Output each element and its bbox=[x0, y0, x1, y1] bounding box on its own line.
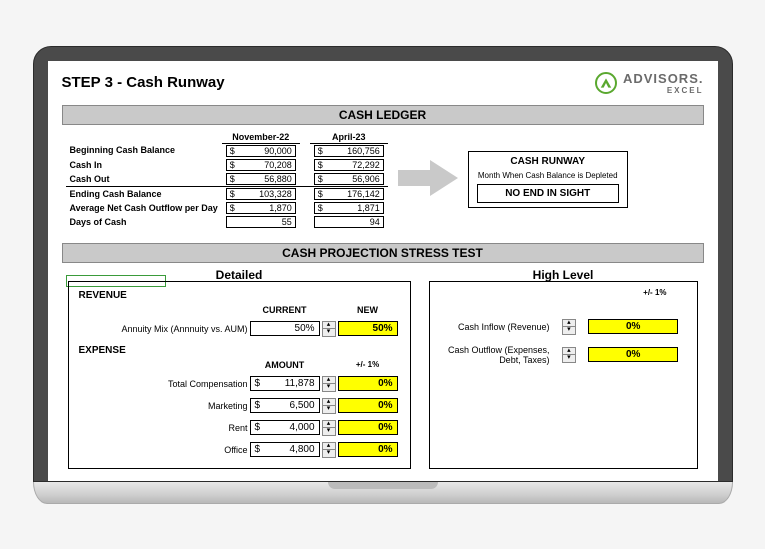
hl-outflow-stepper[interactable]: ▴▾ bbox=[562, 347, 576, 363]
ledger-cell: $90,000 bbox=[226, 145, 296, 157]
cash-ledger-heading: CASH LEDGER bbox=[62, 105, 704, 125]
ledger-cell: $103,328 bbox=[226, 188, 296, 200]
chevron-down-icon[interactable]: ▾ bbox=[323, 329, 335, 336]
page-title: STEP 3 - Cash Runway bbox=[62, 74, 225, 91]
annuity-stepper[interactable]: ▴▾ bbox=[322, 321, 336, 337]
chevron-down-icon[interactable]: ▾ bbox=[563, 355, 575, 362]
laptop-bezel: STEP 3 - Cash Runway ADVISORS. EXCEL CAS… bbox=[33, 46, 733, 482]
laptop-base bbox=[33, 482, 733, 504]
brand-name: ADVISORS bbox=[623, 71, 699, 86]
highlevel-panel: High Level +/- 1% Cash Inflow (Revenue) … bbox=[429, 281, 698, 469]
chevron-down-icon[interactable]: ▾ bbox=[323, 406, 335, 413]
hl-inflow-stepper[interactable]: ▴▾ bbox=[562, 319, 576, 335]
pm1-label-hl: +/- 1% bbox=[440, 288, 667, 297]
exp-rent-stepper[interactable]: ▴▾ bbox=[322, 420, 336, 436]
exp-rent-label: Rent bbox=[79, 423, 248, 433]
exp-mkt-amt[interactable]: $6,500 bbox=[250, 398, 320, 413]
exp-mkt-pct: 0% bbox=[338, 398, 398, 413]
hl-inflow-label: Cash Inflow (Revenue) bbox=[440, 322, 550, 332]
chevron-down-icon[interactable]: ▾ bbox=[323, 428, 335, 435]
ledger-table: November-22 April-23 Beginning Cash Bala… bbox=[66, 131, 388, 229]
annuity-new: 50% bbox=[338, 321, 398, 336]
ledger-cell: $1,871 bbox=[314, 202, 384, 214]
ledger-col2: April-23 bbox=[310, 131, 388, 144]
ledger-row-label: Cash In bbox=[66, 158, 222, 172]
chevron-down-icon[interactable]: ▾ bbox=[563, 327, 575, 334]
ledger-cell: $1,870 bbox=[226, 202, 296, 214]
exp-comp-amt[interactable]: $11,878 bbox=[250, 376, 320, 391]
ledger-row-label: Average Net Cash Outflow per Day bbox=[66, 201, 222, 215]
annuity-current[interactable]: 50% bbox=[250, 321, 320, 336]
hl-outflow-label: Cash Outflow (Expenses, Debt, Taxes) bbox=[440, 345, 550, 365]
arrow-right-icon bbox=[398, 158, 458, 201]
brand-mark-icon bbox=[595, 72, 617, 94]
exp-rent-pct: 0% bbox=[338, 420, 398, 435]
ledger-row-label: Beginning Cash Balance bbox=[66, 143, 222, 158]
exp-comp-label: Total Compensation bbox=[79, 379, 248, 389]
laptop-mockup: STEP 3 - Cash Runway ADVISORS. EXCEL CAS… bbox=[33, 46, 733, 504]
exp-rent-amt[interactable]: $4,000 bbox=[250, 420, 320, 435]
runway-value: NO END IN SIGHT bbox=[477, 184, 619, 203]
chevron-down-icon[interactable]: ▾ bbox=[323, 450, 335, 457]
exp-comp-stepper[interactable]: ▴▾ bbox=[322, 376, 336, 392]
current-label: CURRENT bbox=[250, 305, 320, 315]
exp-mkt-stepper[interactable]: ▴▾ bbox=[322, 398, 336, 414]
detailed-panel: Detailed REVENUE CURRENT NEW Annuity Mix… bbox=[68, 281, 411, 469]
exp-mkt-label: Marketing bbox=[79, 401, 248, 411]
exp-comp-pct: 0% bbox=[338, 376, 398, 391]
ledger-cell: 55 bbox=[226, 216, 296, 228]
ledger-row-label: Ending Cash Balance bbox=[66, 186, 222, 201]
pm1-label: +/- 1% bbox=[338, 360, 398, 369]
ledger-row-label: Days of Cash bbox=[66, 215, 222, 229]
annuity-label: Annuity Mix (Annnuity vs. AUM) bbox=[79, 324, 248, 334]
exp-office-stepper[interactable]: ▴▾ bbox=[322, 442, 336, 458]
cash-runway-box: CASH RUNWAY Month When Cash Balance is D… bbox=[468, 151, 628, 208]
ledger-cell: $176,142 bbox=[314, 188, 384, 200]
ledger-cell: $72,292 bbox=[314, 159, 384, 171]
ledger-cell: $70,208 bbox=[226, 159, 296, 171]
screen: STEP 3 - Cash Runway ADVISORS. EXCEL CAS… bbox=[48, 61, 718, 481]
ledger-cell: $160,756 bbox=[314, 145, 384, 157]
runway-subtitle: Month When Cash Balance is Depleted bbox=[477, 171, 619, 180]
exp-office-pct: 0% bbox=[338, 442, 398, 457]
revenue-heading: REVENUE bbox=[79, 290, 400, 301]
amount-label: AMOUNT bbox=[250, 360, 320, 370]
ledger-cell: $56,880 bbox=[226, 173, 296, 185]
chevron-down-icon[interactable]: ▾ bbox=[323, 384, 335, 391]
runway-title: CASH RUNWAY bbox=[477, 156, 619, 167]
exp-office-amt[interactable]: $4,800 bbox=[250, 442, 320, 457]
exp-office-label: Office bbox=[79, 445, 248, 455]
hl-outflow-pct: 0% bbox=[588, 347, 678, 362]
highlevel-title: High Level bbox=[529, 268, 598, 282]
brand-sub: EXCEL bbox=[623, 86, 704, 95]
expense-heading: EXPENSE bbox=[79, 345, 400, 356]
ledger-row-label: Cash Out bbox=[66, 172, 222, 187]
ledger-col1: November-22 bbox=[222, 131, 300, 144]
ledger-cell: $56,906 bbox=[314, 173, 384, 185]
new-label: NEW bbox=[338, 305, 398, 315]
stress-heading: CASH PROJECTION STRESS TEST bbox=[62, 243, 704, 263]
detailed-title: Detailed bbox=[212, 268, 267, 282]
ledger-cell: 94 bbox=[314, 216, 384, 228]
hl-inflow-pct: 0% bbox=[588, 319, 678, 334]
brand-logo: ADVISORS. EXCEL bbox=[595, 71, 704, 95]
